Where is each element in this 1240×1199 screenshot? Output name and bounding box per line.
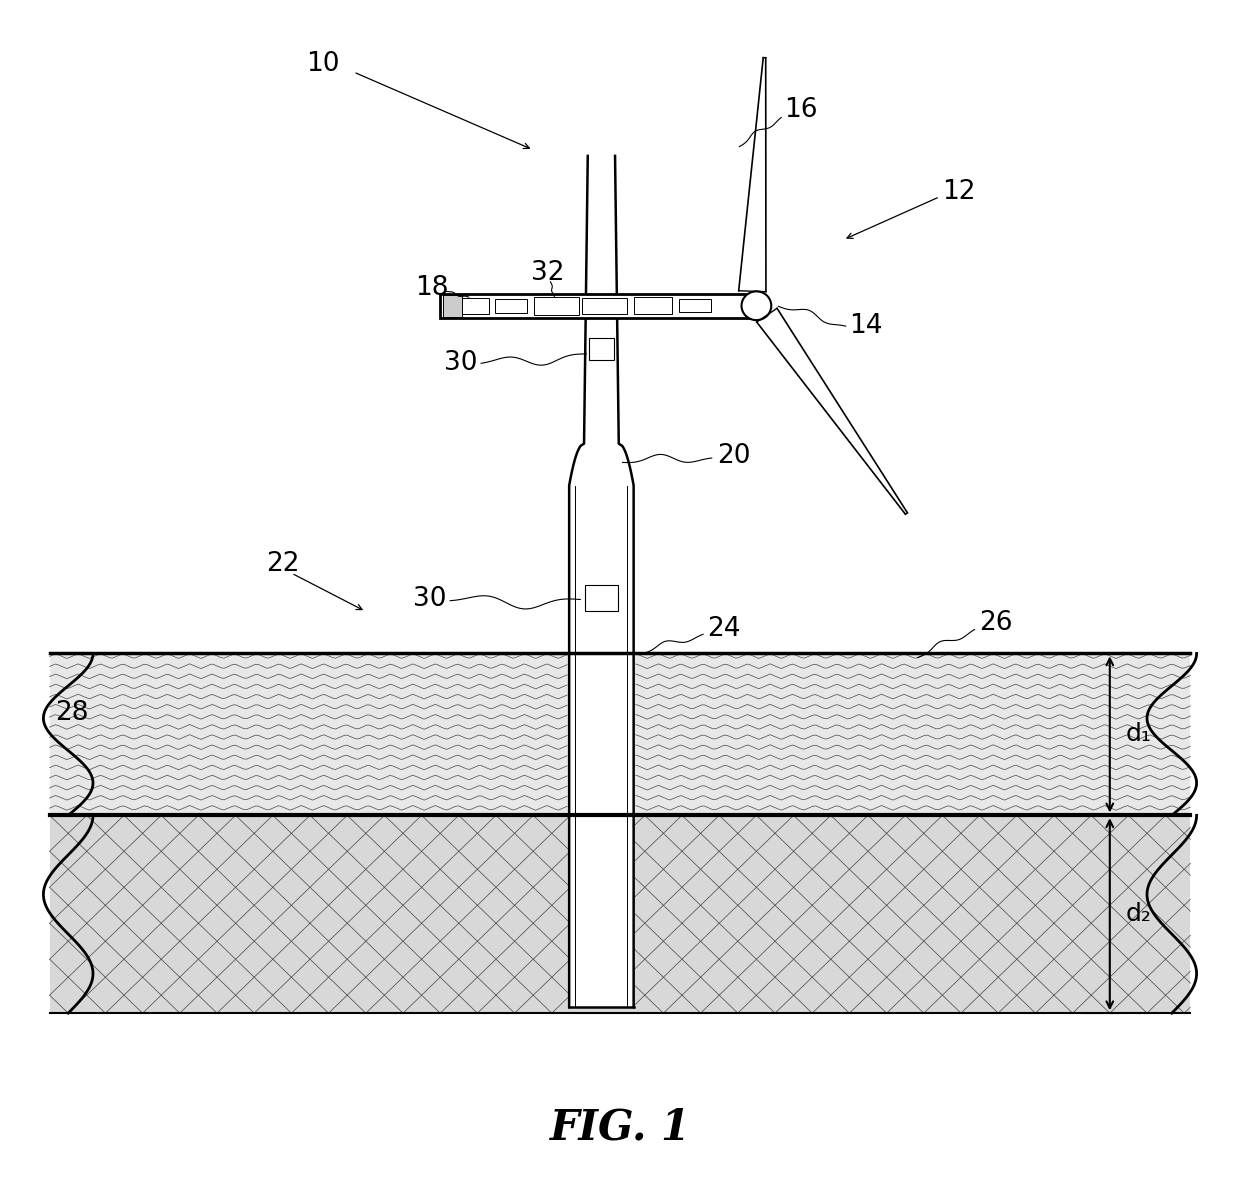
Bar [589, 338, 614, 360]
Text: 16: 16 [784, 97, 817, 123]
Text: d₂: d₂ [1126, 902, 1152, 927]
Text: 28: 28 [55, 700, 89, 727]
Text: 20: 20 [717, 442, 750, 469]
Circle shape [742, 291, 771, 320]
Text: 30: 30 [413, 586, 446, 613]
Text: FIG. 1: FIG. 1 [549, 1105, 691, 1149]
Bar [533, 297, 579, 315]
Bar [440, 294, 763, 318]
Text: 18: 18 [414, 275, 449, 301]
Bar [495, 299, 527, 313]
Polygon shape [756, 308, 908, 514]
Bar [678, 300, 711, 313]
Polygon shape [739, 58, 766, 291]
Text: 30: 30 [444, 350, 477, 376]
Bar [582, 299, 627, 314]
Bar [50, 815, 1190, 1013]
Text: 32: 32 [531, 260, 565, 287]
Bar [634, 297, 672, 314]
Text: 14: 14 [849, 313, 883, 339]
Text: 10: 10 [305, 50, 340, 77]
Text: 12: 12 [942, 179, 976, 205]
Text: 22: 22 [267, 550, 300, 577]
Bar [443, 295, 463, 317]
Text: d₁: d₁ [1126, 722, 1152, 747]
Bar [585, 585, 618, 611]
Polygon shape [569, 156, 634, 1007]
Bar [446, 299, 489, 314]
Text: 24: 24 [707, 616, 740, 643]
Text: 26: 26 [980, 610, 1013, 637]
Bar [50, 653, 1190, 815]
